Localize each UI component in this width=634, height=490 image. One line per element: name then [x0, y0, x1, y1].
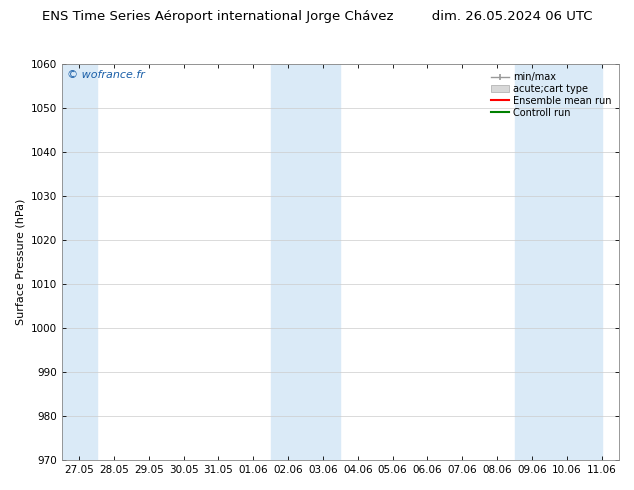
Text: ENS Time Series Aéroport international Jorge Chávez         dim. 26.05.2024 06 U: ENS Time Series Aéroport international J… — [42, 10, 592, 23]
Legend: min/max, acute;cart type, Ensemble mean run, Controll run: min/max, acute;cart type, Ensemble mean … — [488, 69, 614, 121]
Text: © wofrance.fr: © wofrance.fr — [67, 70, 145, 80]
Bar — [515, 64, 602, 460]
Bar — [271, 64, 340, 460]
Bar — [61, 64, 96, 460]
Y-axis label: Surface Pressure (hPa): Surface Pressure (hPa) — [15, 199, 25, 325]
